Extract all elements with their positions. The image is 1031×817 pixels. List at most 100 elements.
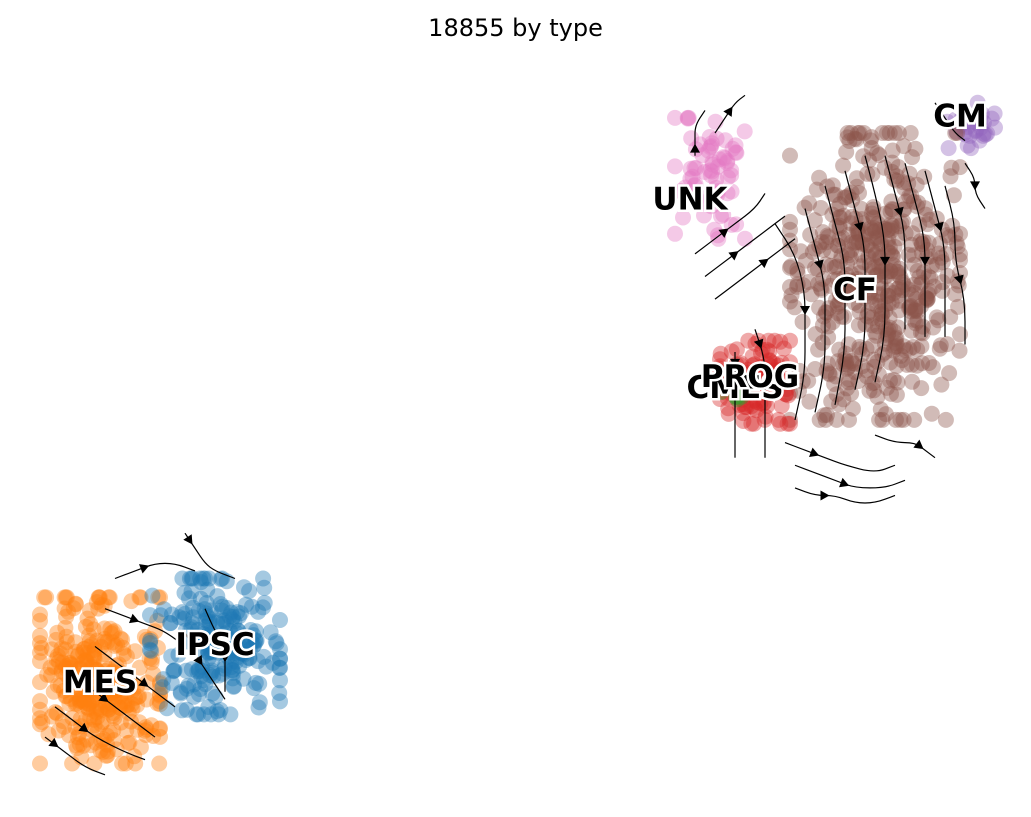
data-point xyxy=(815,308,832,325)
data-point xyxy=(702,162,719,179)
data-point xyxy=(77,652,94,668)
data-point xyxy=(704,153,721,170)
data-point xyxy=(185,688,202,705)
data-point xyxy=(74,654,91,671)
data-point xyxy=(921,211,938,228)
data-point xyxy=(43,708,60,725)
data-point xyxy=(775,340,792,357)
data-point xyxy=(79,645,96,661)
data-point xyxy=(142,632,158,649)
data-point xyxy=(864,222,881,239)
data-point xyxy=(149,612,166,629)
data-point xyxy=(876,221,893,237)
data-point xyxy=(914,274,930,291)
data-point xyxy=(828,411,845,428)
data-point xyxy=(907,291,924,308)
data-point xyxy=(938,246,955,263)
data-point xyxy=(740,364,757,381)
data-point xyxy=(848,178,865,195)
data-point xyxy=(852,200,869,217)
data-point xyxy=(107,686,123,703)
data-point xyxy=(39,666,56,683)
data-point xyxy=(152,693,168,710)
data-point xyxy=(933,376,950,393)
data-point xyxy=(720,169,736,186)
data-point xyxy=(86,711,102,728)
data-point xyxy=(727,389,744,405)
data-point xyxy=(711,151,728,168)
data-point xyxy=(872,293,889,310)
data-point xyxy=(780,387,797,404)
data-point xyxy=(743,367,759,384)
data-point xyxy=(735,413,752,429)
data-point xyxy=(865,263,882,280)
data-point xyxy=(835,287,852,304)
data-point xyxy=(162,615,179,632)
data-point xyxy=(104,682,121,698)
data-point xyxy=(188,706,205,723)
data-point xyxy=(884,201,901,218)
data-point xyxy=(204,640,221,657)
data-point xyxy=(792,243,809,260)
data-point xyxy=(818,362,835,379)
data-point xyxy=(247,674,264,691)
data-point xyxy=(861,257,878,274)
data-point xyxy=(806,212,823,229)
data-point xyxy=(944,217,961,234)
data-point xyxy=(185,609,202,626)
data-point xyxy=(195,570,212,587)
data-point xyxy=(49,647,66,664)
data-point xyxy=(866,220,883,237)
data-point xyxy=(813,234,830,250)
data-point xyxy=(218,599,235,616)
data-point xyxy=(917,200,934,217)
data-point xyxy=(952,159,968,176)
data-point xyxy=(94,666,111,683)
data-point xyxy=(905,339,922,355)
data-point xyxy=(58,589,75,606)
data-point xyxy=(147,623,164,640)
data-point xyxy=(245,638,262,655)
data-point xyxy=(112,714,129,731)
data-point xyxy=(871,147,888,164)
data-point xyxy=(810,341,827,358)
data-point xyxy=(122,676,139,693)
data-point xyxy=(36,589,53,606)
data-point xyxy=(903,356,920,373)
data-point xyxy=(200,643,217,660)
data-point xyxy=(861,284,878,300)
data-point xyxy=(32,644,48,661)
data-point xyxy=(738,399,755,415)
data-point xyxy=(908,176,925,193)
data-point xyxy=(85,621,102,638)
data-point xyxy=(888,358,905,375)
data-point xyxy=(199,581,216,598)
data-point xyxy=(62,655,79,672)
points-layer xyxy=(32,94,1003,772)
data-point xyxy=(914,235,931,252)
data-point xyxy=(723,343,740,360)
data-point xyxy=(717,132,734,149)
data-point xyxy=(831,294,848,311)
data-point xyxy=(864,317,881,334)
data-point xyxy=(679,109,696,126)
streamline-arrowhead xyxy=(98,692,109,703)
data-point xyxy=(120,735,137,751)
data-point xyxy=(197,570,214,587)
streamline-arrowhead xyxy=(78,722,89,733)
data-point xyxy=(195,626,212,642)
data-point xyxy=(151,720,168,737)
data-point xyxy=(919,285,936,302)
data-point xyxy=(90,589,107,606)
data-point xyxy=(867,223,883,240)
data-point xyxy=(891,302,908,319)
data-point xyxy=(765,355,782,372)
data-point xyxy=(720,400,737,417)
data-point xyxy=(63,690,79,707)
data-point xyxy=(820,365,837,382)
data-point xyxy=(32,755,48,772)
data-point xyxy=(877,406,894,423)
data-point xyxy=(193,668,210,685)
data-point xyxy=(771,371,788,388)
data-point xyxy=(667,158,683,175)
